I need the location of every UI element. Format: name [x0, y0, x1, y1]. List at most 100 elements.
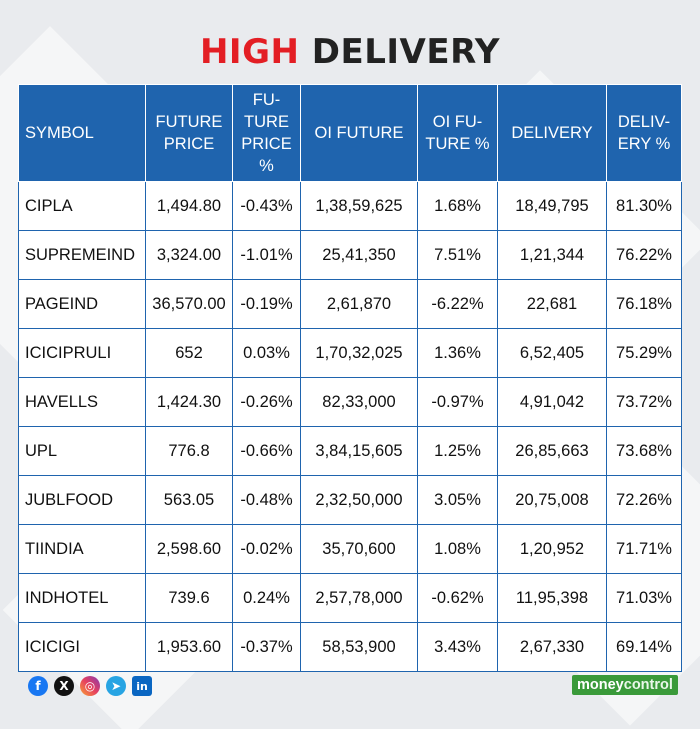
cell-symbol: ICICIPRULI [18, 328, 146, 378]
cell-delivery-pct: 69.14% [606, 622, 682, 672]
header-future-price: FUTURE PRICE [145, 84, 233, 182]
instagram-icon[interactable]: ◎ [80, 676, 100, 696]
social-links: f X ◎ ➤ in [28, 676, 152, 696]
cell-oi-future-pct: -0.62% [417, 573, 498, 623]
cell-delivery: 26,85,663 [497, 426, 607, 476]
cell-future-price-pct: -1.01% [232, 230, 301, 280]
header-oi-future: OI FUTURE [300, 84, 418, 182]
cell-symbol: JUBLFOOD [18, 475, 146, 525]
cell-symbol: ICICIGI [18, 622, 146, 672]
cell-oi-future: 2,57,78,000 [300, 573, 418, 623]
cell-oi-future: 58,53,900 [300, 622, 418, 672]
cell-symbol: CIPLA [18, 181, 146, 231]
header-delivery-pct: DELIV-ERY % [606, 84, 682, 182]
title-highlight: HIGH [199, 32, 300, 72]
table-row: HAVELLS 1,424.30 -0.26% 82,33,000 -0.97%… [18, 377, 682, 427]
cell-delivery: 22,681 [497, 279, 607, 329]
table-row: ICICIGI 1,953.60 -0.37% 58,53,900 3.43% … [18, 622, 682, 672]
cell-delivery: 4,91,042 [497, 377, 607, 427]
title-rest: DELIVERY [311, 32, 501, 72]
cell-future-price-pct: -0.66% [232, 426, 301, 476]
cell-delivery: 1,20,952 [497, 524, 607, 574]
cell-delivery-pct: 76.22% [606, 230, 682, 280]
cell-delivery: 20,75,008 [497, 475, 607, 525]
header-delivery: DELIVERY [497, 84, 607, 182]
cell-delivery: 11,95,398 [497, 573, 607, 623]
cell-future-price: 1,424.30 [145, 377, 233, 427]
cell-delivery-pct: 81.30% [606, 181, 682, 231]
cell-oi-future-pct: -6.22% [417, 279, 498, 329]
cell-future-price: 652 [145, 328, 233, 378]
cell-future-price-pct: -0.37% [232, 622, 301, 672]
cell-delivery-pct: 73.68% [606, 426, 682, 476]
cell-future-price-pct: -0.48% [232, 475, 301, 525]
cell-symbol: INDHOTEL [18, 573, 146, 623]
cell-future-price: 2,598.60 [145, 524, 233, 574]
table-row: SUPREMEIND 3,324.00 -1.01% 25,41,350 7.5… [18, 230, 682, 280]
facebook-icon[interactable]: f [28, 676, 48, 696]
cell-future-price: 776.8 [145, 426, 233, 476]
cell-delivery-pct: 72.26% [606, 475, 682, 525]
cell-delivery: 2,67,330 [497, 622, 607, 672]
cell-delivery: 6,52,405 [497, 328, 607, 378]
cell-oi-future-pct: 1.36% [417, 328, 498, 378]
table-row: INDHOTEL 739.6 0.24% 2,57,78,000 -0.62% … [18, 573, 682, 623]
table-row: CIPLA 1,494.80 -0.43% 1,38,59,625 1.68% … [18, 181, 682, 231]
cell-symbol: SUPREMEIND [18, 230, 146, 280]
cell-oi-future: 2,32,50,000 [300, 475, 418, 525]
cell-oi-future: 2,61,870 [300, 279, 418, 329]
telegram-icon[interactable]: ➤ [106, 676, 126, 696]
cell-symbol: PAGEIND [18, 279, 146, 329]
cell-oi-future-pct: 1.08% [417, 524, 498, 574]
cell-future-price: 563.05 [145, 475, 233, 525]
logo-money: money [577, 677, 624, 693]
cell-oi-future: 1,38,59,625 [300, 181, 418, 231]
cell-future-price: 3,324.00 [145, 230, 233, 280]
cell-oi-future-pct: 1.68% [417, 181, 498, 231]
cell-oi-future: 1,70,32,025 [300, 328, 418, 378]
cell-symbol: TIINDIA [18, 524, 146, 574]
table-header-row: SYMBOL FUTURE PRICE FU-TURE PRICE % OI F… [18, 84, 682, 182]
cell-future-price-pct: 0.24% [232, 573, 301, 623]
cell-oi-future-pct: -0.97% [417, 377, 498, 427]
cell-delivery: 1,21,344 [497, 230, 607, 280]
header-future-price-pct: FU-TURE PRICE % [232, 84, 301, 182]
cell-delivery: 18,49,795 [497, 181, 607, 231]
table-row: TIINDIA 2,598.60 -0.02% 35,70,600 1.08% … [18, 524, 682, 574]
cell-delivery-pct: 71.03% [606, 573, 682, 623]
cell-delivery-pct: 73.72% [606, 377, 682, 427]
cell-future-price: 739.6 [145, 573, 233, 623]
cell-delivery-pct: 76.18% [606, 279, 682, 329]
header-symbol: SYMBOL [18, 84, 146, 182]
cell-oi-future-pct: 1.25% [417, 426, 498, 476]
cell-future-price: 1,494.80 [145, 181, 233, 231]
cell-future-price: 1,953.60 [145, 622, 233, 672]
cell-future-price-pct: -0.02% [232, 524, 301, 574]
moneycontrol-logo: moneycontrol [572, 675, 678, 695]
table-row: UPL 776.8 -0.66% 3,84,15,605 1.25% 26,85… [18, 426, 682, 476]
cell-future-price-pct: -0.43% [232, 181, 301, 231]
table-row: ICICIPRULI 652 0.03% 1,70,32,025 1.36% 6… [18, 328, 682, 378]
cell-future-price: 36,570.00 [145, 279, 233, 329]
cell-symbol: UPL [18, 426, 146, 476]
x-icon[interactable]: X [54, 676, 74, 696]
delivery-table: SYMBOL FUTURE PRICE FU-TURE PRICE % OI F… [18, 84, 682, 672]
cell-future-price-pct: -0.26% [232, 377, 301, 427]
cell-oi-future: 35,70,600 [300, 524, 418, 574]
cell-delivery-pct: 75.29% [606, 328, 682, 378]
table-row: PAGEIND 36,570.00 -0.19% 2,61,870 -6.22%… [18, 279, 682, 329]
cell-oi-future: 3,84,15,605 [300, 426, 418, 476]
header-oi-future-pct: OI FU-TURE % [417, 84, 498, 182]
cell-oi-future-pct: 7.51% [417, 230, 498, 280]
table-row: JUBLFOOD 563.05 -0.48% 2,32,50,000 3.05%… [18, 475, 682, 525]
linkedin-icon[interactable]: in [132, 676, 152, 696]
cell-oi-future-pct: 3.43% [417, 622, 498, 672]
cell-oi-future: 82,33,000 [300, 377, 418, 427]
cell-symbol: HAVELLS [18, 377, 146, 427]
cell-oi-future-pct: 3.05% [417, 475, 498, 525]
logo-control: control [623, 677, 673, 693]
cell-delivery-pct: 71.71% [606, 524, 682, 574]
cell-future-price-pct: 0.03% [232, 328, 301, 378]
page-title: HIGH DELIVERY [0, 32, 700, 72]
cell-oi-future: 25,41,350 [300, 230, 418, 280]
